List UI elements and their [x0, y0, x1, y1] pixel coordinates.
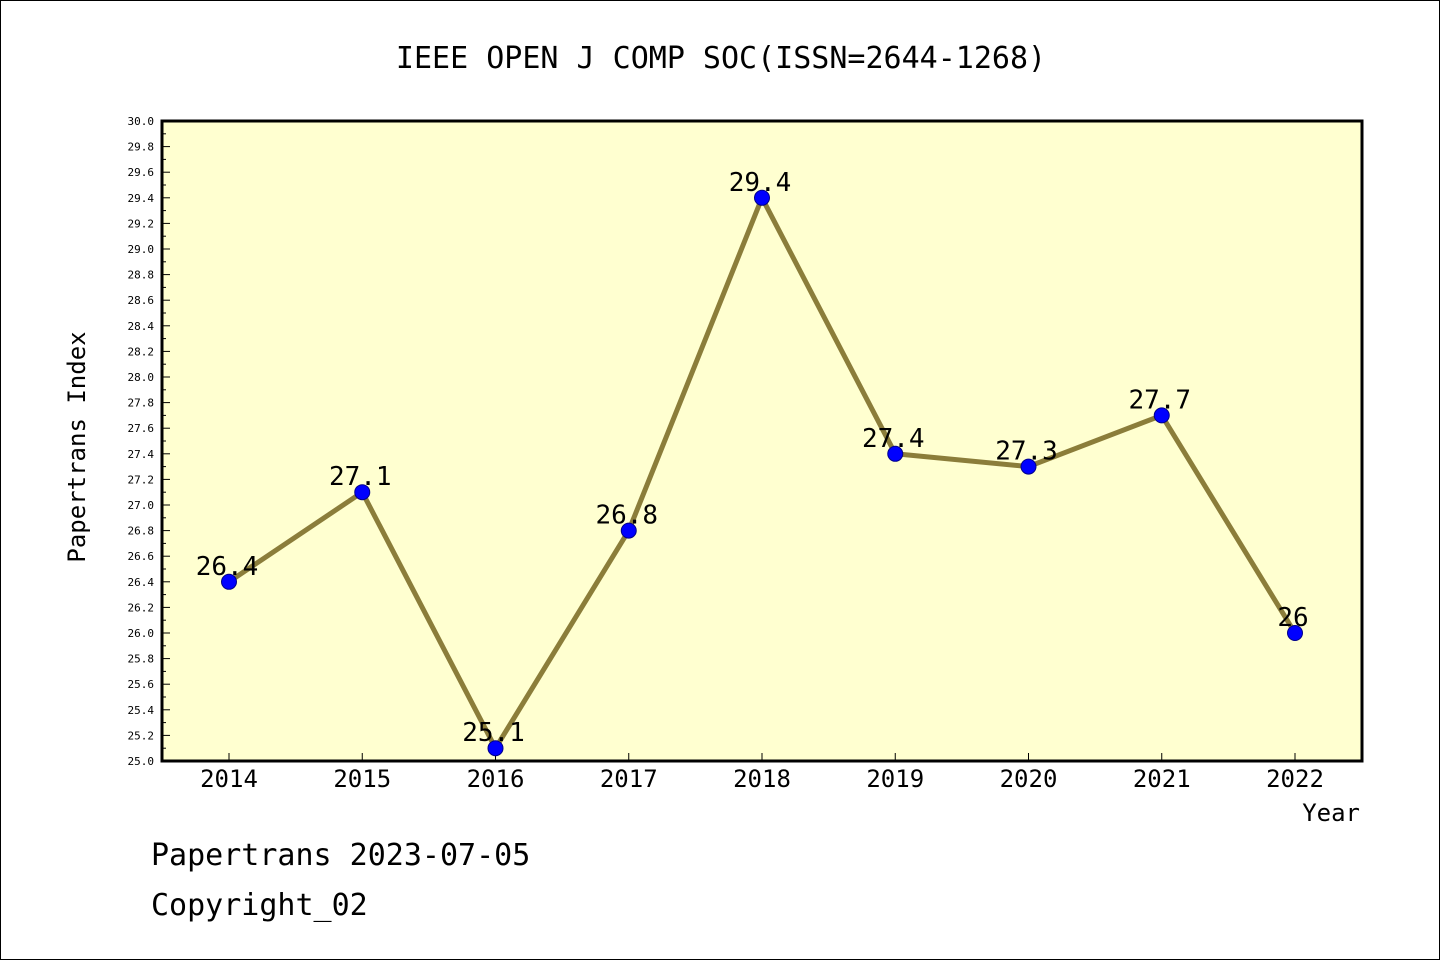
y-tick-label: 28.2: [128, 345, 155, 358]
y-tick-label: 29.2: [128, 217, 155, 230]
y-tick-label: 29.6: [128, 166, 155, 179]
y-tick-label: 28.4: [128, 320, 155, 333]
y-axis-label: Papertrans Index: [63, 331, 91, 562]
data-point-2022: [1287, 625, 1303, 641]
y-tick-label: 29.8: [128, 141, 155, 154]
data-label-2017: 26.8: [595, 501, 658, 531]
y-tick-label: 30.0: [128, 115, 155, 128]
x-tick-label: 2018: [733, 765, 791, 793]
footer-copyright: Copyright_02: [151, 888, 368, 923]
data-label-2018: 29.4: [729, 168, 792, 198]
y-tick-label: 27.2: [128, 473, 155, 486]
y-tick-label: 26.0: [128, 627, 155, 640]
chart-title: IEEE OPEN J COMP SOC(ISSN=2644-1268): [396, 41, 1046, 76]
data-label-2019: 27.4: [862, 424, 925, 454]
data-point-2016: [487, 740, 504, 757]
y-tick-label: 25.2: [128, 729, 155, 742]
y-tick-label: 29.4: [128, 192, 155, 205]
x-tick-label: 2017: [600, 765, 658, 793]
data-point-2019: [887, 445, 904, 462]
data-point-2021: [1153, 407, 1170, 424]
y-tick-label: 27.4: [128, 448, 155, 461]
x-tick-label: 2014: [200, 765, 258, 793]
y-tick-label: 27.0: [128, 499, 155, 512]
data-point-2017: [620, 522, 637, 539]
y-tick-label: 29.0: [128, 243, 155, 256]
y-axis: 25.0 25.2 25.4 25.6 25.8 26.0 26.2 26.4 26.6 26.8…: [128, 115, 170, 768]
data-label-2016: 25.1: [462, 718, 525, 748]
y-tick-label: 28.8: [128, 269, 155, 282]
y-tick-label: 26.8: [128, 525, 155, 538]
x-tick-label: 2022: [1266, 765, 1324, 793]
data-label-2022: 26: [1277, 603, 1308, 633]
data-label-2014: 26.4: [196, 552, 259, 582]
x-tick-label: 2016: [467, 765, 525, 793]
y-tick-label: 25.6: [128, 678, 155, 691]
y-tick-label: 26.2: [128, 601, 155, 614]
y-tick-label: 25.8: [128, 653, 155, 666]
plot-area: [160, 119, 1364, 763]
y-tick-label: 27.8: [128, 397, 155, 410]
data-label-2020: 27.3: [995, 437, 1058, 467]
x-axis-label: Year: [1302, 799, 1360, 827]
data-point-2015: [354, 484, 371, 501]
data-labels: 26.4 27.1 25.1 26.8 29.4 27.4 27.3 27.7 26: [196, 168, 1309, 748]
y-tick-label: 25.4: [128, 704, 155, 717]
data-label-2015: 27.1: [329, 462, 392, 492]
data-point-2020: [1020, 458, 1037, 475]
y-tick-label: 27.6: [128, 422, 155, 435]
y-tick-label: 26.6: [128, 550, 155, 563]
x-tick-label: 2015: [333, 765, 391, 793]
x-axis: 2014 2015 2016 2017 2018 2019 2020 2021 2022: [200, 753, 1324, 793]
footer-date: Papertrans 2023-07-05: [151, 838, 530, 873]
data-points: [221, 189, 1303, 757]
x-tick-label: 2019: [866, 765, 924, 793]
x-tick-label: 2021: [1133, 765, 1191, 793]
data-point-2018: [754, 189, 770, 206]
y-tick-label: 26.4: [128, 576, 155, 589]
y-tick-label: 28.0: [128, 371, 155, 384]
y-tick-label: 25.0: [128, 755, 155, 768]
x-tick-label: 2020: [1000, 765, 1058, 793]
y-tick-label: 28.6: [128, 294, 155, 307]
data-label-2021: 27.7: [1128, 385, 1191, 415]
data-point-2014: [221, 573, 237, 590]
